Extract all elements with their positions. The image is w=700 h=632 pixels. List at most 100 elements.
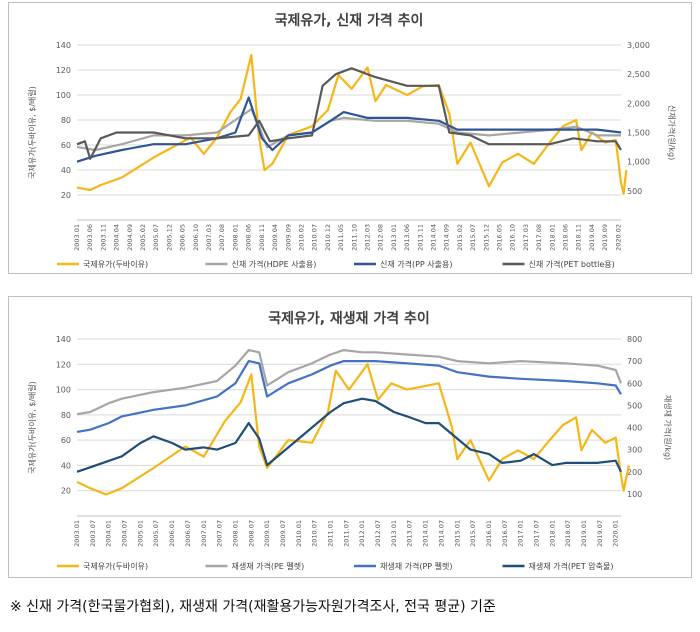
series-line-3	[76, 360, 622, 433]
x-tick-label: 2010.02	[297, 224, 305, 251]
x-tick-label: 2015.12	[482, 224, 490, 251]
x-tick-label: 2011.10	[350, 224, 358, 251]
x-tick-label: 2008.11	[258, 224, 266, 251]
y2-tick-label: 1,000	[627, 158, 650, 167]
series-line-4	[76, 67, 622, 160]
x-tick-label: 2008.06	[245, 224, 253, 251]
legend-label: 신재 가격(PP 사출용)	[380, 259, 453, 269]
x-tick-label: 2011.07	[342, 520, 350, 547]
legend-label: 국제유가(두바이유)	[83, 561, 148, 571]
x-tick-label: 2013.06	[403, 224, 411, 251]
x-tick-label: 2008.01	[231, 224, 239, 251]
y-tick-label: 120	[56, 360, 71, 369]
y-tick-label: 100	[56, 91, 71, 100]
chart-virgin-price: 국제유가, 신재 가격 추이 20 40 60 80 100 120 140 500 1,000 1…	[27, 12, 677, 269]
x-tick-label: 2019.04	[588, 224, 596, 251]
x-tick-label: 2018.11	[575, 224, 583, 251]
y2-tick-label: 500	[627, 187, 642, 196]
x-tick-label: 2015.07	[469, 520, 477, 547]
y-tick-label: 40	[61, 166, 71, 175]
legend-label: 재생재 가격(PET 압축물)	[529, 561, 614, 571]
x-tick-label: 2019.01	[580, 520, 588, 547]
x-tick-label: 2018.01	[548, 224, 556, 251]
legend-label: 신재 가격(PET bottle용)	[529, 259, 615, 269]
x-tick-label: 2013.07	[406, 520, 414, 547]
x-tick-label: 2012.07	[374, 520, 382, 547]
chart-panel-virgin-price: 국제유가, 신재 가격 추이 20 40 60 80 100 120 140 500 1,000 1…	[8, 2, 692, 274]
y-tick-label: 80	[61, 411, 71, 420]
y-tick-label: 80	[61, 116, 71, 125]
y-tick-label: 100	[56, 386, 71, 395]
x-tick-label: 2003.11	[99, 224, 107, 251]
x-tick-label: 2015.07	[469, 224, 477, 251]
x-tick-label: 2012.03	[363, 224, 371, 251]
x-tick-label: 2004.09	[126, 224, 134, 251]
x-tick-label: 2005.12	[165, 224, 173, 251]
series-line-3	[76, 96, 622, 163]
x-tick-label: 2016.10	[509, 224, 517, 251]
y-tick-label: 60	[61, 141, 71, 150]
x-tick-label: 2004.07	[121, 520, 129, 547]
y2-tick-label: 2,000	[627, 99, 650, 108]
y2-tick-label: 800	[627, 335, 642, 344]
x-tick-label: 2009.09	[284, 224, 292, 251]
x-tick-label: 2010.07	[311, 224, 319, 251]
x-tick-label: 2016.07	[501, 520, 509, 547]
y-tick-label: 140	[56, 335, 71, 344]
x-tick-label: 2015.02	[456, 224, 464, 251]
x-tick-label: 2003.07	[89, 520, 97, 547]
x-tick-label: 2005.07	[152, 520, 160, 547]
x-tick-label: 2016.05	[496, 224, 504, 251]
x-tick-label: 2007.07	[216, 520, 224, 547]
x-tick-label: 2018.01	[548, 520, 556, 547]
x-tick-label: 2007.01	[200, 520, 208, 547]
x-tick-label: 2003.01	[73, 520, 81, 547]
x-tick-label: 2006.07	[184, 520, 192, 547]
chart-panel-recycled-price: 국제유가, 재생재 가격 추이 20 40 60 80 100 120 140 100 200 30…	[8, 296, 692, 578]
x-tick-label: 2009.01	[263, 520, 271, 547]
x-tick-label: 2005.02	[139, 224, 147, 251]
legend-label: 신재 가격(HDPE 사출용)	[232, 259, 317, 269]
y2-tick-label: 2,500	[627, 70, 650, 79]
y2-tick-label: 400	[627, 424, 642, 433]
x-tick-label: 2013.11	[416, 224, 424, 251]
x-tick-label: 2014.09	[443, 224, 451, 251]
x-tick-label: 2004.04	[113, 224, 121, 251]
x-tick-label: 2016.01	[485, 520, 493, 547]
series-line-1	[76, 363, 630, 496]
x-tick-label: 2005.01	[136, 520, 144, 547]
series-line-4	[76, 397, 622, 473]
x-tick-label: 2017.07	[532, 520, 540, 547]
series-line-1	[76, 53, 628, 195]
x-tick-label: 2011.01	[327, 520, 335, 547]
x-tick-label: 2019.07	[596, 520, 604, 547]
x-tick-label: 2010.01	[295, 520, 303, 547]
y2-axis-title: 신재가격(원/kg)	[667, 105, 677, 160]
x-tick-label: 2017.03	[522, 224, 530, 251]
x-tick-label: 2006.10	[192, 224, 200, 251]
x-tick-label: 2013.01	[390, 520, 398, 547]
x-tick-label: 2020.01	[612, 520, 620, 547]
y-tick-label: 20	[61, 487, 71, 496]
x-tick-label: 2003.01	[73, 224, 81, 251]
x-tick-label: 2011.05	[337, 224, 345, 251]
x-tick-label: 2012.08	[377, 224, 385, 251]
y2-tick-label: 300	[627, 446, 642, 455]
x-tick-label: 2010.07	[311, 520, 319, 547]
legend-label: 재생재 가격(PE 펠렛)	[232, 561, 305, 571]
x-tick-label: 2004.01	[105, 520, 113, 547]
x-tick-label: 2007.03	[205, 224, 213, 251]
y2-tick-label: 600	[627, 379, 642, 388]
x-tick-label: 2008.07	[247, 520, 255, 547]
x-tick-label: 2007.08	[218, 224, 226, 251]
y2-tick-label: 500	[627, 401, 642, 410]
x-tick-label: 2020.02	[614, 224, 622, 251]
y-axis-title: 국제유가(두바이유, $/배럴)	[27, 86, 37, 179]
x-tick-label: 2018.07	[564, 520, 572, 547]
x-tick-label: 2003.06	[86, 224, 94, 251]
chart-recycled-price: 국제유가, 재생재 가격 추이 20 40 60 80 100 120 140 100 200 30…	[27, 310, 673, 571]
y-tick-label: 40	[61, 461, 71, 470]
y-tick-label: 60	[61, 436, 71, 445]
x-tick-label: 2018.06	[562, 224, 570, 251]
y-axis-title: 국제유가(두바이유, $/배럴)	[27, 381, 37, 474]
